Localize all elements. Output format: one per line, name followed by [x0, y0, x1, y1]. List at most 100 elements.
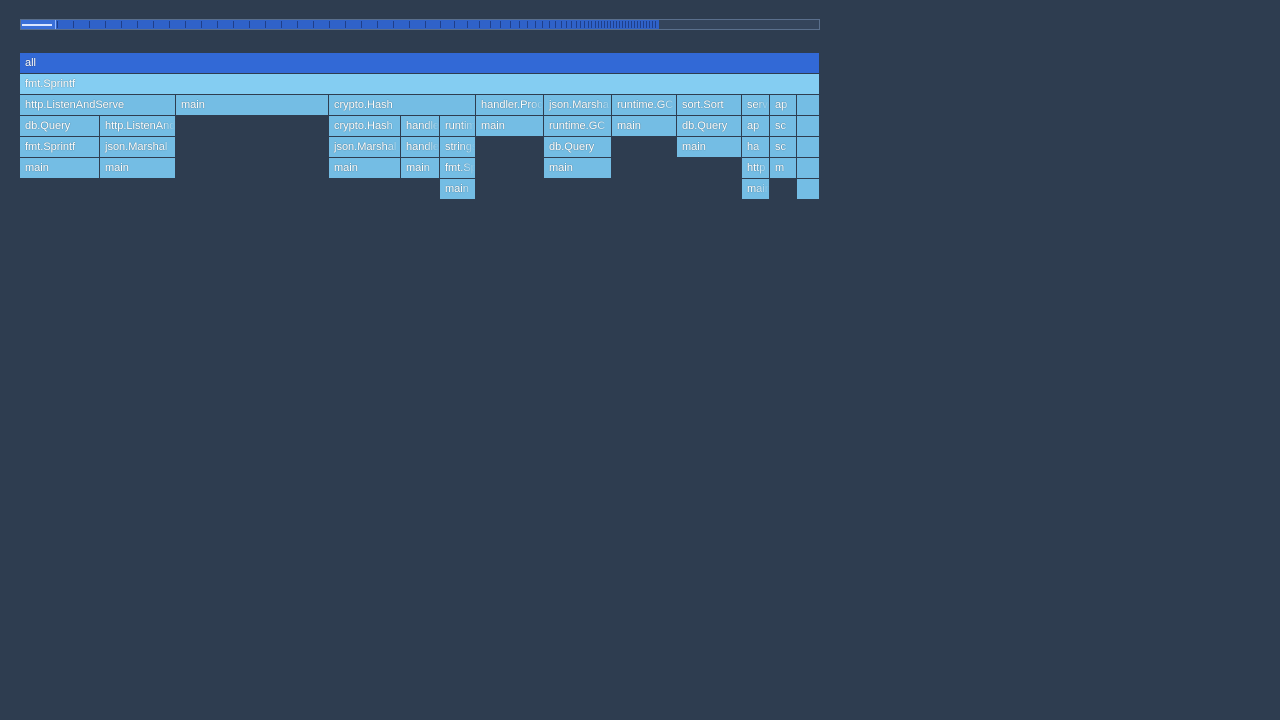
minimap-tick	[652, 21, 653, 28]
frame[interactable]: serve	[742, 95, 770, 115]
frame[interactable]	[797, 137, 820, 157]
minimap-tick	[555, 21, 556, 28]
frame[interactable]: handler.Process	[476, 95, 544, 115]
minimap-tick	[313, 21, 314, 28]
frame[interactable]: main	[176, 95, 329, 115]
minimap-tick	[217, 21, 218, 28]
frame[interactable]: main	[476, 116, 544, 136]
minimap-tick	[535, 21, 536, 28]
minimap-tick	[604, 21, 605, 28]
frame[interactable]: sc	[770, 116, 797, 136]
frame[interactable]: runtime.GC	[544, 116, 612, 136]
minimap-tick	[281, 21, 282, 28]
frame-label: json.Marshal	[334, 141, 397, 153]
frame-label: http	[747, 162, 766, 174]
frame[interactable]	[797, 116, 820, 136]
frame-label: fmt.Sprintf	[445, 162, 475, 174]
minimap-tick	[643, 21, 644, 28]
frame[interactable]: runtime.GC	[612, 95, 677, 115]
minimap-tick	[425, 21, 426, 28]
minimap-tick	[561, 21, 562, 28]
minimap-tick	[73, 21, 74, 28]
frame-label: http.ListenAndServe	[25, 99, 125, 111]
frame[interactable]: runtime	[440, 116, 476, 136]
frame[interactable]: main	[401, 158, 440, 178]
minimap-tick	[510, 21, 511, 28]
frame-label: json.Marshal	[105, 141, 168, 153]
frame[interactable]: http.ListenAndServe	[100, 116, 176, 136]
frame[interactable]: main	[329, 158, 401, 178]
frame[interactable]: crypto.Hash	[329, 95, 476, 115]
minimap-tick	[454, 21, 455, 28]
frame[interactable]: sort.Sort	[677, 95, 742, 115]
frame[interactable]: http.ListenAndServe	[20, 95, 176, 115]
frame[interactable]: main	[544, 158, 612, 178]
frame[interactable]: db.Query	[20, 116, 100, 136]
frame-label: main	[181, 99, 205, 111]
minimap-tick	[616, 21, 617, 28]
frame-all[interactable]: all	[20, 53, 820, 73]
frame[interactable]: main	[742, 179, 770, 199]
frame-fmt-sprintf[interactable]: fmt.Sprintf	[20, 74, 820, 94]
minimap-tick	[595, 21, 596, 28]
minimap-tick	[361, 21, 362, 28]
minimap-tick	[584, 21, 585, 28]
frame[interactable]: m	[770, 158, 797, 178]
frame-label: main	[445, 183, 469, 195]
frame[interactable]: json.Marshal	[100, 137, 176, 157]
minimap-tick	[631, 21, 632, 28]
minimap-tick	[137, 21, 138, 28]
frame[interactable]: main	[100, 158, 176, 178]
minimap-tick	[345, 21, 346, 28]
frame[interactable]	[797, 158, 820, 178]
minimap-tick	[542, 21, 543, 28]
frame-label: main	[549, 162, 573, 174]
frame[interactable]: main	[677, 137, 742, 157]
frame-label: main	[682, 141, 706, 153]
frame-label: http.ListenAndServe	[105, 120, 176, 132]
frame-label: all	[25, 57, 37, 69]
frame[interactable]: ha	[742, 137, 770, 157]
frame[interactable]: http	[742, 158, 770, 178]
minimap-tick	[519, 21, 520, 28]
frame[interactable]: json.Marshal	[329, 137, 401, 157]
frame[interactable]: db.Query	[677, 116, 742, 136]
minimap-tick	[153, 21, 154, 28]
frame[interactable]: sc	[770, 137, 797, 157]
frame-label: db.Query	[682, 120, 728, 132]
minimap-tick	[265, 21, 266, 28]
minimap-tick	[169, 21, 170, 28]
frame[interactable]: fmt.Sprintf	[20, 137, 100, 157]
minimap-tick	[479, 21, 480, 28]
frame[interactable]	[797, 95, 820, 115]
frame[interactable]: handler	[401, 116, 440, 136]
minimap-tick	[588, 21, 589, 28]
frame[interactable]: main	[440, 179, 476, 199]
frame-label: main	[406, 162, 430, 174]
flamegraph-minimap[interactable]	[20, 19, 820, 30]
minimap-tick	[249, 21, 250, 28]
minimap-tick	[409, 21, 410, 28]
frame[interactable]: fmt.Sprintf	[440, 158, 476, 178]
minimap-viewport-handle[interactable]	[21, 20, 56, 29]
minimap-tick	[527, 21, 528, 28]
frame[interactable]: main	[20, 158, 100, 178]
minimap-tick	[121, 21, 122, 28]
frame[interactable]	[797, 179, 820, 199]
minimap-tick	[598, 21, 599, 28]
frame[interactable]: handler	[401, 137, 440, 157]
frame-label: serve	[747, 99, 769, 111]
frame[interactable]: db.Query	[544, 137, 612, 157]
minimap-tick	[377, 21, 378, 28]
minimap-tick	[613, 21, 614, 28]
frame[interactable]: ap	[742, 116, 770, 136]
frame[interactable]: main	[612, 116, 677, 136]
minimap-tick	[591, 21, 592, 28]
frame[interactable]: ap	[770, 95, 797, 115]
frame[interactable]: json.Marshal	[544, 95, 612, 115]
minimap-tick	[57, 21, 58, 28]
frame-label: runtime.GC	[617, 99, 674, 111]
frame[interactable]: crypto.Hash	[329, 116, 401, 136]
frame[interactable]: strings	[440, 137, 476, 157]
minimap-tick	[628, 21, 629, 28]
